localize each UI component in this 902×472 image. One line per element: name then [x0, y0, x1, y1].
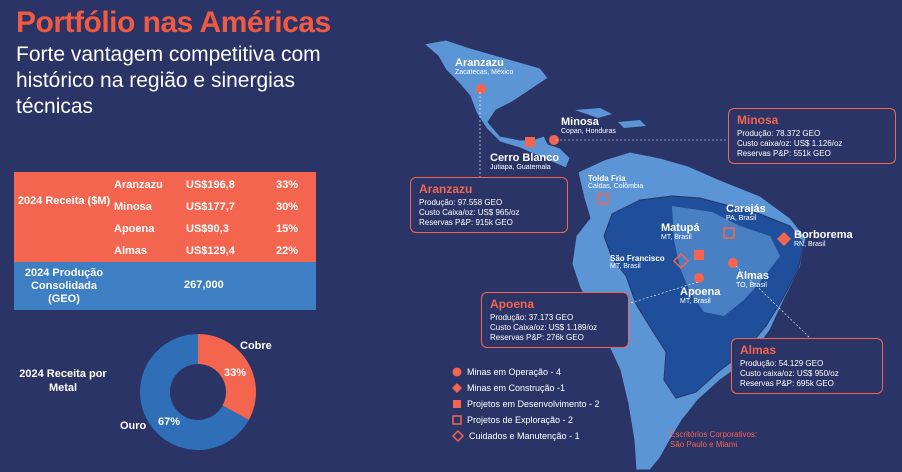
- revenue-row: Apoena US$90,3 15%: [114, 218, 316, 240]
- marker-tolda-fria: [597, 193, 609, 205]
- revenue-value: US$177,7: [186, 201, 235, 213]
- site-borborema: Borborema RN, Brasil: [794, 229, 853, 248]
- marker-almas: [728, 258, 738, 268]
- legend-item: Cuidados e Manutenção - 1: [452, 428, 600, 444]
- data-label-ouro: 67%: [158, 416, 181, 428]
- marker-sao-francisco: [672, 252, 690, 270]
- info-box-line: Custo Caixa/oz: US$ 965/oz: [419, 208, 520, 217]
- page-subtitle: Forte vantagem competitiva com histórico…: [16, 43, 321, 118]
- legend-label-cobre: Cobre: [240, 340, 272, 352]
- marker-borborema: [777, 232, 791, 246]
- donut-slice-ouro: [140, 334, 249, 450]
- info-box-line: Custo Caixa/oz: US$ 1.189/oz: [490, 323, 598, 332]
- donut-slice-cobre: [198, 334, 256, 420]
- info-box-line: Reservas P&P: 695k GEO: [740, 379, 834, 388]
- revenue-row: Minosa US$177,7 30%: [114, 196, 316, 218]
- site-cerro-blanco: Cerro Blanco Jutiapa, Guatemala: [490, 152, 560, 171]
- marker-apoena: [694, 273, 704, 283]
- info-box-line: Custo caixa/oz: US$ 1.126/oz: [737, 139, 843, 148]
- donut-title: 2024 Receita por Metal: [19, 368, 107, 394]
- revenue-table: 2024 Receita ($M) Aranzazu US$196,8 33% …: [14, 172, 316, 262]
- revenue-pct: 30%: [276, 201, 299, 213]
- info-box-line: Produção: 97.558 GEO: [419, 198, 503, 207]
- revenue-pct: 15%: [276, 223, 299, 235]
- info-box-line: Reservas P&P: 551k GEO: [737, 149, 831, 158]
- legend-item: Projetos em Desenvolvimento - 2: [452, 396, 600, 412]
- legend-item: Minas em Operação - 4: [452, 364, 600, 380]
- info-box-line: Reservas P&P: 276k GEO: [490, 333, 584, 342]
- info-box-aranzazu: Aranzazu Produção: 97.558 GEO Custo Caix…: [410, 177, 568, 233]
- revenue-site: Minosa: [114, 201, 152, 213]
- revenue-label: 2024 Receita ($M): [17, 195, 111, 207]
- marker-cerro-blanco: [525, 137, 535, 147]
- revenue-value: US$196,8: [186, 179, 235, 191]
- legend-item: Projetos de Exploração - 2: [452, 412, 600, 428]
- production-value: 267,000: [184, 279, 224, 291]
- info-box-title: Aranzazu: [419, 182, 473, 196]
- revenue-row: Aranzazu US$196,8 33%: [114, 174, 316, 196]
- map-islands: [575, 108, 646, 128]
- map-legend: Minas em Operação - 4 Minas em Construçã…: [452, 364, 600, 444]
- info-box-title: Minosa: [737, 113, 779, 127]
- info-box-line: Produção: 78.372 GEO: [737, 129, 821, 138]
- site-carajas: Carajás PA, Brasil: [726, 203, 766, 222]
- page-title: Portfólio nas Américas: [16, 6, 331, 39]
- circle-marker-icon: [452, 367, 462, 377]
- info-box-line: Produção: 54.129 GEO: [740, 359, 824, 368]
- revenue-value: US$129,4: [186, 245, 235, 257]
- site-apoena: Apoena MT, Brasil: [680, 286, 721, 305]
- revenue-site: Almas: [114, 245, 148, 257]
- info-box-title: Almas: [740, 343, 777, 357]
- info-box-apoena: Apoena Produção: 37.173 GEO Custo Caixa/…: [481, 292, 629, 348]
- square-marker-icon: [453, 400, 461, 408]
- revenue-row: Almas US$129,4 22%: [114, 240, 316, 262]
- site-aranzazu: Aranzazu Zacatecas, México: [455, 57, 514, 76]
- corporate-offices-note: Escritórios Corporativos: São Paulo e Mi…: [670, 430, 758, 449]
- marker-aranzazu: [476, 84, 486, 94]
- diamond-outline-marker-icon: [452, 430, 464, 442]
- marker-carajas: [723, 227, 735, 239]
- square-outline-marker-icon: [452, 415, 462, 425]
- site-almas: Almas TO, Brasil: [736, 270, 770, 289]
- info-box-line: Produção: 37.173 GEO: [490, 313, 574, 322]
- metal-donut-chart: [140, 334, 256, 450]
- site-tolda-fria: Tolda Fria Caldas, Colômbia: [588, 174, 644, 190]
- revenue-site: Apoena: [114, 223, 155, 235]
- map-mexico: [422, 39, 571, 169]
- revenue-pct: 22%: [276, 245, 299, 257]
- info-box-line: Custo caixa/oz: US$ 950/oz: [740, 369, 839, 378]
- info-box-line: Reservas P&P: 915k GEO: [419, 218, 513, 227]
- marker-minosa: [549, 135, 559, 145]
- marker-matupa: [694, 250, 704, 260]
- data-label-cobre: 33%: [224, 367, 247, 379]
- production-label: 2024 Produção Consolidada (GEO): [24, 267, 104, 305]
- revenue-value: US$90,3: [186, 223, 229, 235]
- legend-item: Minas em Construção -1: [452, 380, 600, 396]
- diamond-marker-icon: [452, 383, 462, 393]
- site-matupa: Matupá MT, Brasil: [661, 222, 700, 241]
- site-minosa: Minosa Copan, Honduras: [561, 116, 616, 135]
- revenue-pct: 33%: [276, 179, 299, 191]
- info-box-title: Apoena: [490, 297, 535, 311]
- info-box-minosa: Minosa Produção: 78.372 GEO Custo caixa/…: [728, 108, 896, 164]
- info-box-almas: Almas Produção: 54.129 GEO Custo caixa/o…: [731, 338, 883, 394]
- legend-label-ouro: Ouro: [120, 420, 147, 432]
- map-brazil-states: [672, 206, 780, 316]
- production-table: 2024 Produção Consolidada (GEO) 267,000: [14, 262, 316, 310]
- revenue-site: Aranzazu: [114, 179, 163, 191]
- site-sao-francisco: São Francisco MT, Brasil: [610, 254, 665, 270]
